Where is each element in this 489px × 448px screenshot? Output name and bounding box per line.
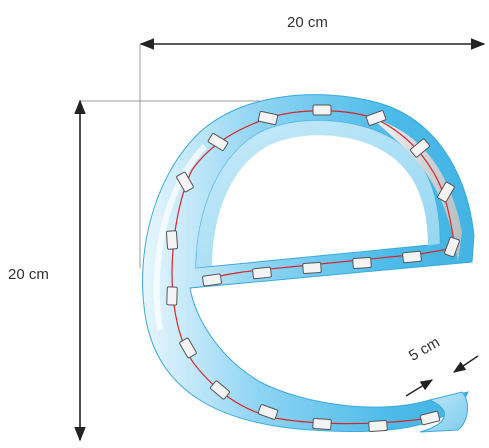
led-module-icon — [410, 138, 430, 158]
depth-dimension-arrows — [405, 355, 479, 397]
led-module-icon — [365, 110, 387, 126]
led-module-icon — [257, 111, 279, 125]
led-module-icon — [257, 404, 279, 420]
led-module-icon — [437, 181, 455, 203]
led-module-icon — [176, 171, 194, 193]
led-modules — [165, 104, 460, 433]
led-module-icon — [210, 380, 230, 400]
led-module-icon — [207, 133, 229, 151]
height-dimension-label: 20 cm — [8, 266, 49, 283]
led-module-icon — [402, 250, 422, 264]
led-module-icon — [166, 286, 178, 306]
led-module-icon — [179, 337, 197, 359]
led-module-icon — [312, 417, 332, 431]
led-module-icon — [165, 230, 179, 250]
led-module-icon — [419, 410, 441, 426]
width-dimension-label: 20 cm — [287, 14, 328, 31]
led-module-icon — [368, 419, 388, 433]
led-module-icon — [202, 273, 222, 287]
led-module-icon — [302, 261, 322, 275]
letter-e-highlight — [153, 143, 208, 331]
led-module-icon — [444, 236, 460, 258]
led-module-icon — [312, 104, 332, 116]
led-module-icon — [252, 266, 272, 280]
letter-e-terminal-side — [419, 391, 468, 433]
led-module-icon — [352, 256, 372, 270]
